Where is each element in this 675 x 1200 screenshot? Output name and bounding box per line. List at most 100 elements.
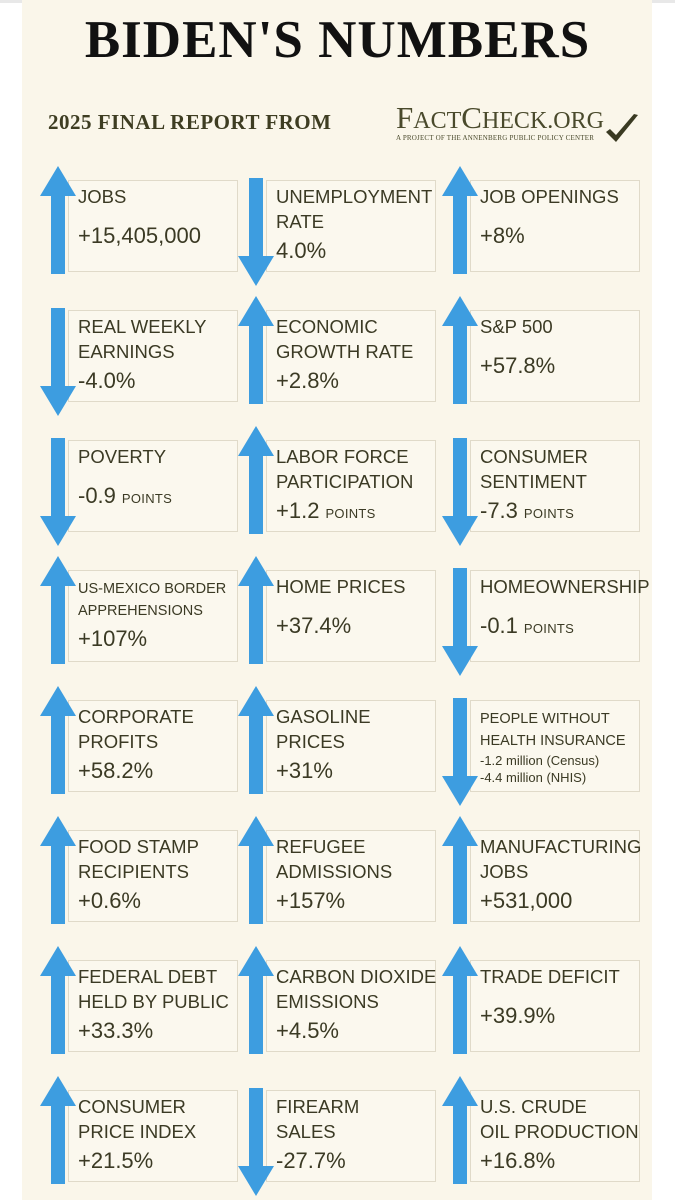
metric-box — [68, 830, 238, 922]
metric-unit: POINTS — [121, 491, 173, 506]
metric-tile: MANUFACTURING JOBS +531,000 — [442, 810, 642, 940]
metric-label: PROFITS — [78, 731, 159, 752]
arrow-down-icon — [442, 698, 478, 806]
arrow-up-icon — [40, 816, 76, 924]
arrow-up-icon — [40, 166, 76, 274]
metric-text: FOOD STAMP RECIPIENTS +0.6% — [78, 834, 236, 916]
metric-box — [470, 180, 640, 272]
metric-tile: CONSUMER SENTIMENT -7.3 POINTS — [442, 420, 640, 550]
metric-text: FEDERAL DEBT HELD BY PUBLIC +33.3% — [78, 964, 236, 1046]
metric-value: +2.8% — [276, 368, 339, 393]
metric-label: PARTICIPATION — [276, 471, 414, 492]
arrow-down-icon — [442, 568, 478, 676]
metric-sub-value: -1.2 million (Census) — [480, 753, 600, 768]
metric-value: -4.0% — [78, 368, 136, 393]
metric-text: UNEMPLOYMENT RATE 4.0% — [276, 184, 434, 266]
metric-value: +107% — [78, 626, 148, 651]
arrow-down-icon — [442, 438, 478, 546]
checkmark-icon — [606, 114, 638, 142]
metric-value: -7.3 POINTS — [480, 498, 575, 523]
metric-label: HOMEOWNERSHIP — [480, 576, 650, 597]
metric-label: REFUGEE — [276, 836, 366, 857]
metric-label: U.S. CRUDE — [480, 1096, 587, 1117]
metric-box — [266, 180, 436, 272]
arrow-up-icon — [238, 816, 274, 924]
page-title: BIDEN'S NUMBERS — [84, 11, 591, 69]
metric-value: -27.7% — [276, 1148, 346, 1173]
metric-box — [68, 440, 238, 532]
metric-tile: REAL WEEKLY EARNINGS -4.0% — [40, 290, 238, 420]
metric-text: CARBON DIOXIDE EMISSIONS +4.5% — [276, 964, 437, 1046]
metric-box — [266, 830, 436, 922]
metric-unit: POINTS — [523, 506, 575, 521]
metric-box — [68, 310, 238, 402]
arrow-up-icon — [40, 1076, 76, 1184]
metric-value: +1.2 POINTS — [276, 498, 376, 523]
metric-text: CONSUMER SENTIMENT -7.3 POINTS — [480, 444, 638, 529]
metric-tile: CORPORATE PROFITS +58.2% — [40, 680, 238, 810]
metric-text: REAL WEEKLY EARNINGS -4.0% — [78, 314, 236, 396]
metric-label: SENTIMENT — [480, 471, 587, 492]
metric-unit: POINTS — [523, 621, 575, 636]
metric-text: PEOPLE WITHOUT HEALTH INSURANCE -1.2 milli… — [480, 708, 638, 786]
metric-tile: POVERTY -0.9 POINTS — [40, 420, 238, 550]
metric-label: GASOLINE — [276, 706, 371, 727]
arrow-down-icon — [238, 178, 274, 286]
metric-text: CORPORATE PROFITS +58.2% — [78, 704, 236, 786]
metric-label: EARNINGS — [78, 341, 175, 362]
metric-label: MANUFACTURING — [480, 836, 642, 857]
metric-tile: GASOLINE PRICES +31% — [238, 680, 436, 810]
metric-value: 4.0% — [276, 238, 327, 263]
metric-text: HOME PRICES +37.4% — [276, 574, 434, 641]
metric-label: GROWTH RATE — [276, 341, 414, 362]
metric-value: +58.2% — [78, 758, 154, 783]
metric-text: MANUFACTURING JOBS +531,000 — [480, 834, 642, 916]
metric-text: ECONOMIC GROWTH RATE +2.8% — [276, 314, 434, 396]
metric-value: +57.8% — [480, 353, 556, 378]
metric-text: CONSUMER PRICE INDEX +21.5% — [78, 1094, 236, 1176]
metric-value: +4.5% — [276, 1018, 339, 1043]
metric-label: CONSUMER — [480, 446, 588, 467]
metric-box — [266, 310, 436, 402]
metric-sub-value: -4.4 million (NHIS) — [480, 770, 587, 785]
arrow-down-icon — [40, 438, 76, 546]
metric-box — [470, 960, 640, 1052]
metric-box — [470, 570, 640, 662]
metric-box — [68, 1090, 238, 1182]
subtitle-row: 2025 FINAL REPORT FROM FACTCHECK.ORG A P… — [48, 100, 648, 150]
metric-box — [266, 960, 436, 1052]
metric-label: ADMISSIONS — [276, 861, 393, 882]
metric-tile: HOMEOWNERSHIP -0.1 POINTS — [442, 550, 650, 680]
metric-label: S&P 500 — [480, 316, 553, 337]
metric-label: RECIPIENTS — [78, 861, 190, 882]
metric-label: CARBON DIOXIDE — [276, 966, 437, 987]
metric-tile: S&P 500 +57.8% — [442, 290, 640, 420]
arrow-up-icon — [442, 296, 478, 404]
metric-label: PRICES — [276, 731, 345, 752]
metric-tile: FEDERAL DEBT HELD BY PUBLIC +33.3% — [40, 940, 238, 1070]
metric-text: JOBS +15,405,000 — [78, 184, 236, 251]
factcheck-logo: FACTCHECK.ORG A PROJECT OF THE ANNENBERG… — [396, 100, 656, 150]
metric-text: POVERTY -0.9 POINTS — [78, 444, 236, 514]
metric-label: PRICE INDEX — [78, 1121, 197, 1142]
metric-tile: UNEMPLOYMENT RATE 4.0% — [238, 160, 436, 290]
metric-unit: POINTS — [325, 506, 376, 521]
metric-tile: US-MEXICO BORDER APPREHENSIONS +107% — [40, 550, 238, 680]
metric-box — [68, 700, 238, 792]
metric-label: FOOD STAMP — [78, 836, 199, 857]
arrow-up-icon — [238, 426, 274, 534]
metric-box — [266, 1090, 436, 1182]
metric-label: CORPORATE — [78, 706, 194, 727]
metric-box — [470, 830, 640, 922]
metric-label: ECONOMIC — [276, 316, 378, 337]
metric-text: S&P 500 +57.8% — [480, 314, 638, 381]
metric-tile: JOBS +15,405,000 — [40, 160, 238, 290]
metric-box — [470, 700, 640, 792]
metric-value: +8% — [480, 223, 525, 248]
metric-label: HEALTH INSURANCE — [480, 733, 626, 749]
metric-label: FEDERAL DEBT — [78, 966, 218, 987]
arrow-up-icon — [442, 1076, 478, 1184]
metric-label: UNEMPLOYMENT — [276, 186, 433, 207]
arrow-down-icon — [238, 1088, 274, 1196]
metric-label: JOB OPENINGS — [480, 186, 619, 207]
